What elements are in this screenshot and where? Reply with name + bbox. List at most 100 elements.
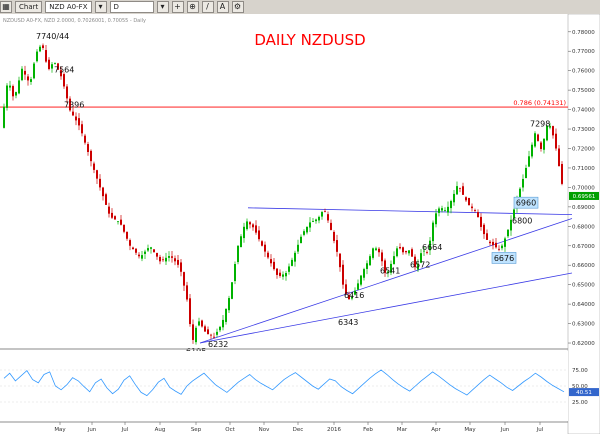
candle-body [390,263,392,273]
candle-body [18,80,20,94]
price-annotation: 6664 [422,243,442,252]
candle-body [231,282,233,299]
chart-canvas[interactable]: NZDUSD A0-FX, NZD 2.0000, 0.7026001, 0.7… [0,14,600,434]
zoom-icon[interactable]: ⊕ [186,1,199,13]
draw-line-icon[interactable]: / [201,1,214,13]
text-tool-icon[interactable]: A [216,1,229,13]
crosshair-icon[interactable]: + [171,1,184,13]
price-annotation: 6541 [380,267,400,276]
candle-body [144,251,146,254]
candle-body [273,261,275,270]
candle-body [558,148,560,167]
candle-body [513,209,515,219]
candle-body [99,178,101,188]
candle-body [270,259,272,264]
interval-field[interactable]: D [109,1,154,13]
osc-value-label: 40.51 [576,390,592,396]
y-tick-label: 0.65000 [572,283,595,289]
candle-body [297,244,299,252]
x-tick-label: Aug [155,427,166,433]
candle-body [477,212,479,218]
candle-body [27,76,29,81]
price-annotation: 6343 [338,318,358,327]
candle-body [534,133,536,147]
candle-body [222,319,224,328]
settings-icon[interactable]: ⚙ [231,1,244,13]
x-tick-label: May [464,427,476,433]
candle-body [339,253,341,268]
candle-body [84,135,86,143]
candle-body [207,329,209,335]
candle-body [363,269,365,278]
symbol-dropdown-icon[interactable]: ▾ [94,1,107,13]
candle-body [381,252,383,262]
x-tick-label: Jun [87,427,97,433]
candle-body [321,212,323,217]
candle-body [81,124,83,134]
candle-body [351,296,353,299]
osc-y-tick-label: 75.00 [572,368,588,374]
candle-body [549,126,551,128]
osc-y-tick-label: 25.00 [572,400,588,406]
candle-body [474,210,476,211]
candle-body [366,263,368,269]
candle-body [114,216,116,220]
candle-body [540,142,542,149]
candle-body [537,134,539,141]
chart-menu-icon[interactable]: ▦ [0,1,12,13]
chart-menu-button[interactable]: Chart [15,1,43,13]
candle-body [384,260,386,273]
candle-body [66,86,68,99]
candle-body [198,321,200,326]
candle-body [234,264,236,282]
candle-body [12,86,14,97]
candle-body [195,327,197,343]
candle-body [324,211,326,213]
candle-body [345,284,347,295]
x-tick-label: Jun [500,427,510,433]
candle-body [216,331,218,335]
candle-body [9,85,11,88]
candle-body [90,150,92,162]
candle-body [123,224,125,232]
candle-body [294,252,296,262]
price-annotation: 6232 [208,340,228,349]
price-annotation: 7396 [64,100,84,109]
candle-body [120,219,122,225]
y-tick-label: 0.74000 [572,108,595,114]
trend-line[interactable] [199,218,573,344]
candle-body [129,240,131,246]
candle-body [279,272,281,276]
candle-body [333,231,335,241]
candle-body [480,216,482,227]
symbol-field[interactable]: NZD A0-FX [45,1,92,13]
trend-line[interactable] [247,207,573,216]
candle-body [57,63,59,70]
candle-body [348,294,350,300]
toolbar: ▦ Chart NZD A0-FX ▾ D ▾ + ⊕ / A ⚙ [0,0,600,15]
interval-dropdown-icon[interactable]: ▾ [156,1,169,13]
trend-line[interactable] [199,272,573,344]
candle-body [285,272,287,277]
price-annotation: 6800 [512,216,532,225]
x-tick-label: Nov [259,427,270,433]
candle-body [108,206,110,214]
fib-level-label: 0.786 (0.74131) [513,99,566,107]
candle-body [456,186,458,195]
candle-body [171,256,173,258]
x-tick-label: Sep [191,427,202,433]
x-tick-label: Jul [121,427,129,433]
candle-body [192,324,194,340]
chart-title: DAILY NZDUSD [254,31,365,49]
candle-body [459,187,461,189]
candle-body [162,259,164,261]
candle-body [180,262,182,272]
candle-body [393,256,395,265]
candle-body [102,187,104,197]
y-tick-label: 0.66000 [572,263,595,269]
candle-body [87,144,89,152]
price-annotation: 6572 [410,261,430,270]
candle-body [276,268,278,275]
y-tick-label: 0.75000 [572,88,595,94]
candle-body [255,225,257,233]
